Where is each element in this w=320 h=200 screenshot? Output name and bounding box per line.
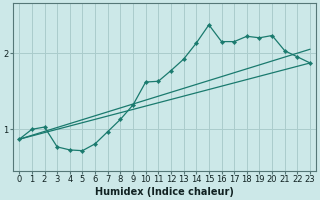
X-axis label: Humidex (Indice chaleur): Humidex (Indice chaleur) — [95, 187, 234, 197]
